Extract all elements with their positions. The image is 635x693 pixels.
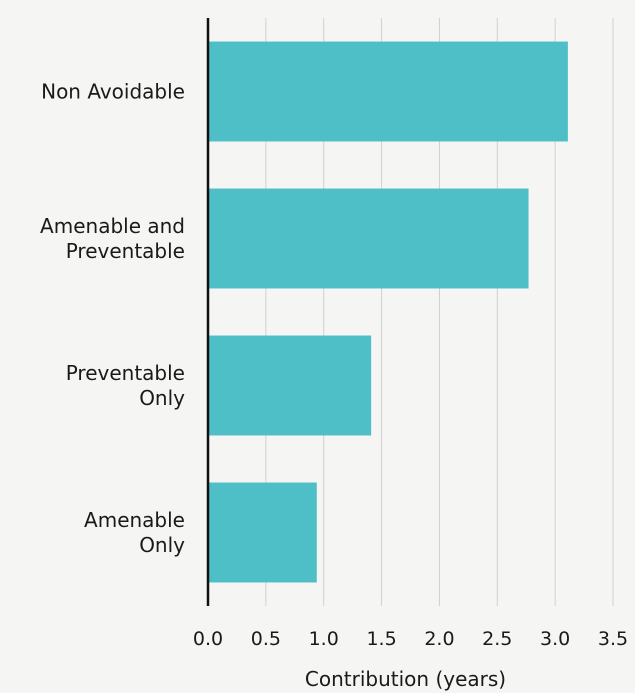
x-tick-label: 3.5: [598, 628, 628, 650]
category-labels: Non Avoidable Amenable and Preventable Prev…: [40, 80, 185, 558]
x-tick-label: 1.5: [366, 628, 396, 650]
x-axis-title: Contribution (years): [305, 667, 506, 691]
x-tick-label: 0.5: [251, 628, 281, 650]
x-tick-label: 2.0: [424, 628, 454, 650]
category-label: Amenable Only: [84, 508, 185, 557]
category-label: Non Avoidable: [41, 80, 185, 104]
x-tick-label: 0.0: [193, 628, 223, 650]
category-label: Amenable and Preventable: [40, 214, 185, 263]
bars: [208, 41, 568, 583]
x-tick-label: 2.5: [482, 628, 512, 650]
bar: [208, 188, 529, 289]
bar: [208, 41, 568, 142]
x-tick-label: 3.0: [540, 628, 570, 650]
x-tick-labels: 0.0 0.5 1.0 1.5 2.0 2.5 3.0 3.5: [193, 628, 628, 650]
bar: [208, 335, 372, 436]
x-tick-label: 1.0: [309, 628, 339, 650]
category-label: Preventable Only: [66, 361, 185, 410]
bar: [208, 482, 317, 583]
